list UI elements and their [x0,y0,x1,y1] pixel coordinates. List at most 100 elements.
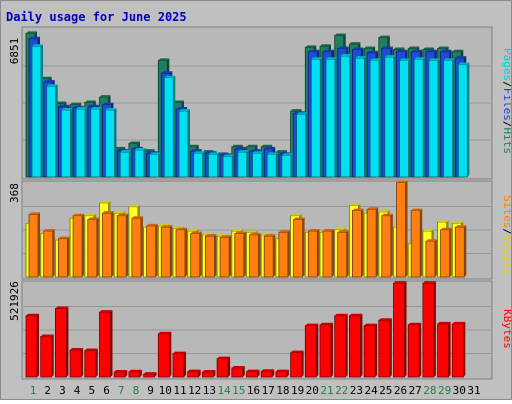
kbytes-legend: KBytes [501,309,511,349]
bar-pages-day-17 [266,152,279,178]
bar-kbytes-day-23 [348,313,363,378]
bar-pages-day-22 [340,54,352,178]
x-tick-label: 6 [103,384,110,397]
x-tick-label: 23 [350,384,363,397]
x-tick-label: 20 [306,384,319,397]
bar-kbytes-day-20 [304,323,319,378]
bar-sites-day-27 [410,208,423,278]
bar-sites-day-3 [58,236,70,278]
x-tick-label: 7 [118,384,125,397]
bar-kbytes-day-25 [378,318,392,378]
x-tick-label: 29 [438,384,451,397]
bar-sites-day-17 [263,234,276,278]
bar-pages-day-12 [193,151,205,178]
bar-pages-day-1 [31,44,43,178]
bar-pages-day-25 [384,55,396,178]
bar-sites-day-23 [351,208,364,278]
bar-sites-day-13 [204,234,217,278]
legend-sep-2: / [501,121,511,128]
x-tick-label: 22 [335,384,348,397]
bar-pages-day-7 [119,150,132,178]
bar-sites-day-11 [175,227,187,278]
bar-sites-day-2 [43,229,55,278]
bar-kbytes-day-10 [157,331,172,378]
visits-legend: Sites/Visits [501,195,511,275]
bar-sites-day-24 [366,207,379,278]
legend-visits: Visits [501,235,511,275]
bar-kbytes-day-1 [25,313,39,378]
bar-pages-day-21 [325,57,337,178]
bar-sites-day-28 [425,239,437,278]
x-tick-label: 26 [394,384,407,397]
legend-kbytes: KBytes [501,309,511,349]
x-tick-label: 30 [453,384,466,397]
bar-pages-day-24 [369,58,382,178]
hits-max-label: 6851 [8,38,21,65]
kbytes-max-label: 521926 [8,281,21,321]
bar-kbytes-day-27 [407,322,422,378]
bar-kbytes-day-29 [437,321,451,378]
bar-pages-day-9 [149,152,161,178]
bar-kbytes-day-17 [260,369,275,378]
bar-pages-day-6 [105,108,117,178]
x-tick-label: 8 [133,384,140,397]
chart-title: Daily usage for June 2025 [6,10,187,24]
x-tick-label: 16 [247,384,260,397]
x-tick-label: 15 [232,384,245,397]
bar-kbytes-day-15 [231,365,245,378]
bar-pages-day-11 [178,109,190,178]
bar-pages-day-8 [134,147,146,178]
x-tick-label: 11 [173,384,186,397]
bar-pages-day-19 [296,112,308,178]
x-tick-label: 18 [276,384,289,397]
bar-kbytes-day-18 [275,369,289,378]
x-tick-label: 21 [320,384,333,397]
bar-pages-day-14 [222,154,235,178]
bar-kbytes-day-8 [128,369,142,378]
bar-kbytes-day-16 [246,369,260,378]
bar-kbytes-day-12 [187,369,201,378]
bar-kbytes-day-26 [393,281,407,378]
bar-sites-day-25 [381,213,393,278]
x-tick-label: 19 [291,384,304,397]
x-tick-label: 28 [423,384,436,397]
bar-sites-day-19 [293,217,305,278]
bar-pages-day-30 [457,62,470,178]
legend-sites: Sites [501,195,511,228]
bar-kbytes-day-24 [363,323,378,378]
bar-kbytes-day-22 [334,313,348,378]
x-tick-label: 4 [74,384,81,397]
bar-sites-day-6 [102,211,114,278]
x-tick-label: 1 [30,384,37,397]
bar-kbytes-day-30 [451,321,466,378]
bar-pages-day-4 [75,106,88,178]
x-tick-label: 14 [217,384,231,397]
bar-kbytes-day-9 [143,372,157,378]
x-tick-label: 17 [262,384,275,397]
bar-pages-day-18 [281,153,293,178]
bar-pages-day-10 [163,75,176,178]
bar-pages-day-26 [399,58,411,178]
bar-kbytes-day-13 [201,369,216,378]
bar-kbytes-day-5 [84,348,98,378]
bar-pages-day-20 [310,57,323,178]
bar-kbytes-day-7 [113,369,128,378]
x-tick-label: 13 [203,384,216,397]
bar-pages-day-16 [252,151,264,178]
bar-sites-day-15 [234,231,246,278]
bar-kbytes-day-3 [55,306,69,378]
bar-pages-day-2 [46,84,58,178]
bar-sites-day-22 [337,230,349,278]
bar-pages-day-13 [207,152,220,178]
visits-max-label: 368 [8,183,21,203]
bar-kbytes-day-6 [99,310,113,378]
x-tick-label: 25 [379,384,392,397]
x-tick-label: 10 [159,384,172,397]
bar-sites-day-26 [396,180,408,278]
bar-pages-day-3 [61,108,73,178]
bar-kbytes-day-11 [172,351,186,378]
bar-sites-day-20 [307,229,320,278]
x-tick-label: 2 [44,384,51,397]
